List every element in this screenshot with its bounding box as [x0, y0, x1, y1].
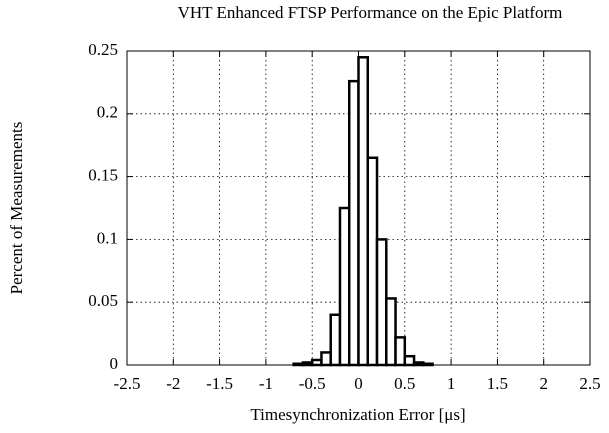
bar	[366, 156, 379, 367]
bar	[357, 56, 370, 367]
bar	[375, 238, 388, 367]
bar	[347, 79, 360, 367]
x-tick-label: -2	[166, 374, 180, 393]
y-tick-label: 0.15	[88, 166, 118, 185]
x-tick-label: 2	[539, 374, 548, 393]
bar	[329, 313, 342, 367]
y-tick-label: 0.2	[97, 103, 118, 122]
chart-title: VHT Enhanced FTSP Performance on the Epi…	[178, 3, 563, 22]
x-axis-label: Timesynchronization Error [μs]	[250, 405, 465, 424]
x-tick-label: -1.5	[206, 374, 233, 393]
x-tick-label: -1	[259, 374, 273, 393]
x-tick-label: 0	[354, 374, 363, 393]
y-tick-label: 0.25	[88, 40, 118, 59]
y-tick-label: 0	[110, 354, 119, 373]
bar	[320, 351, 332, 367]
x-tick-label: -0.5	[299, 374, 326, 393]
x-tick-label: 2.5	[579, 374, 600, 393]
bar	[385, 297, 397, 367]
x-tick-label: -2.5	[114, 374, 141, 393]
plot-frame	[126, 50, 591, 366]
bar	[310, 358, 323, 367]
x-tick-label: 0.5	[394, 374, 415, 393]
bar	[338, 206, 351, 367]
bar	[394, 336, 407, 367]
bar	[403, 354, 416, 367]
y-axis-label: Percent of Measurements	[7, 122, 26, 295]
y-tick-label: 0.05	[88, 291, 118, 310]
x-tick-label: 1	[447, 374, 456, 393]
y-tick-label: 0.1	[97, 228, 118, 247]
x-tick-label: 1.5	[487, 374, 508, 393]
